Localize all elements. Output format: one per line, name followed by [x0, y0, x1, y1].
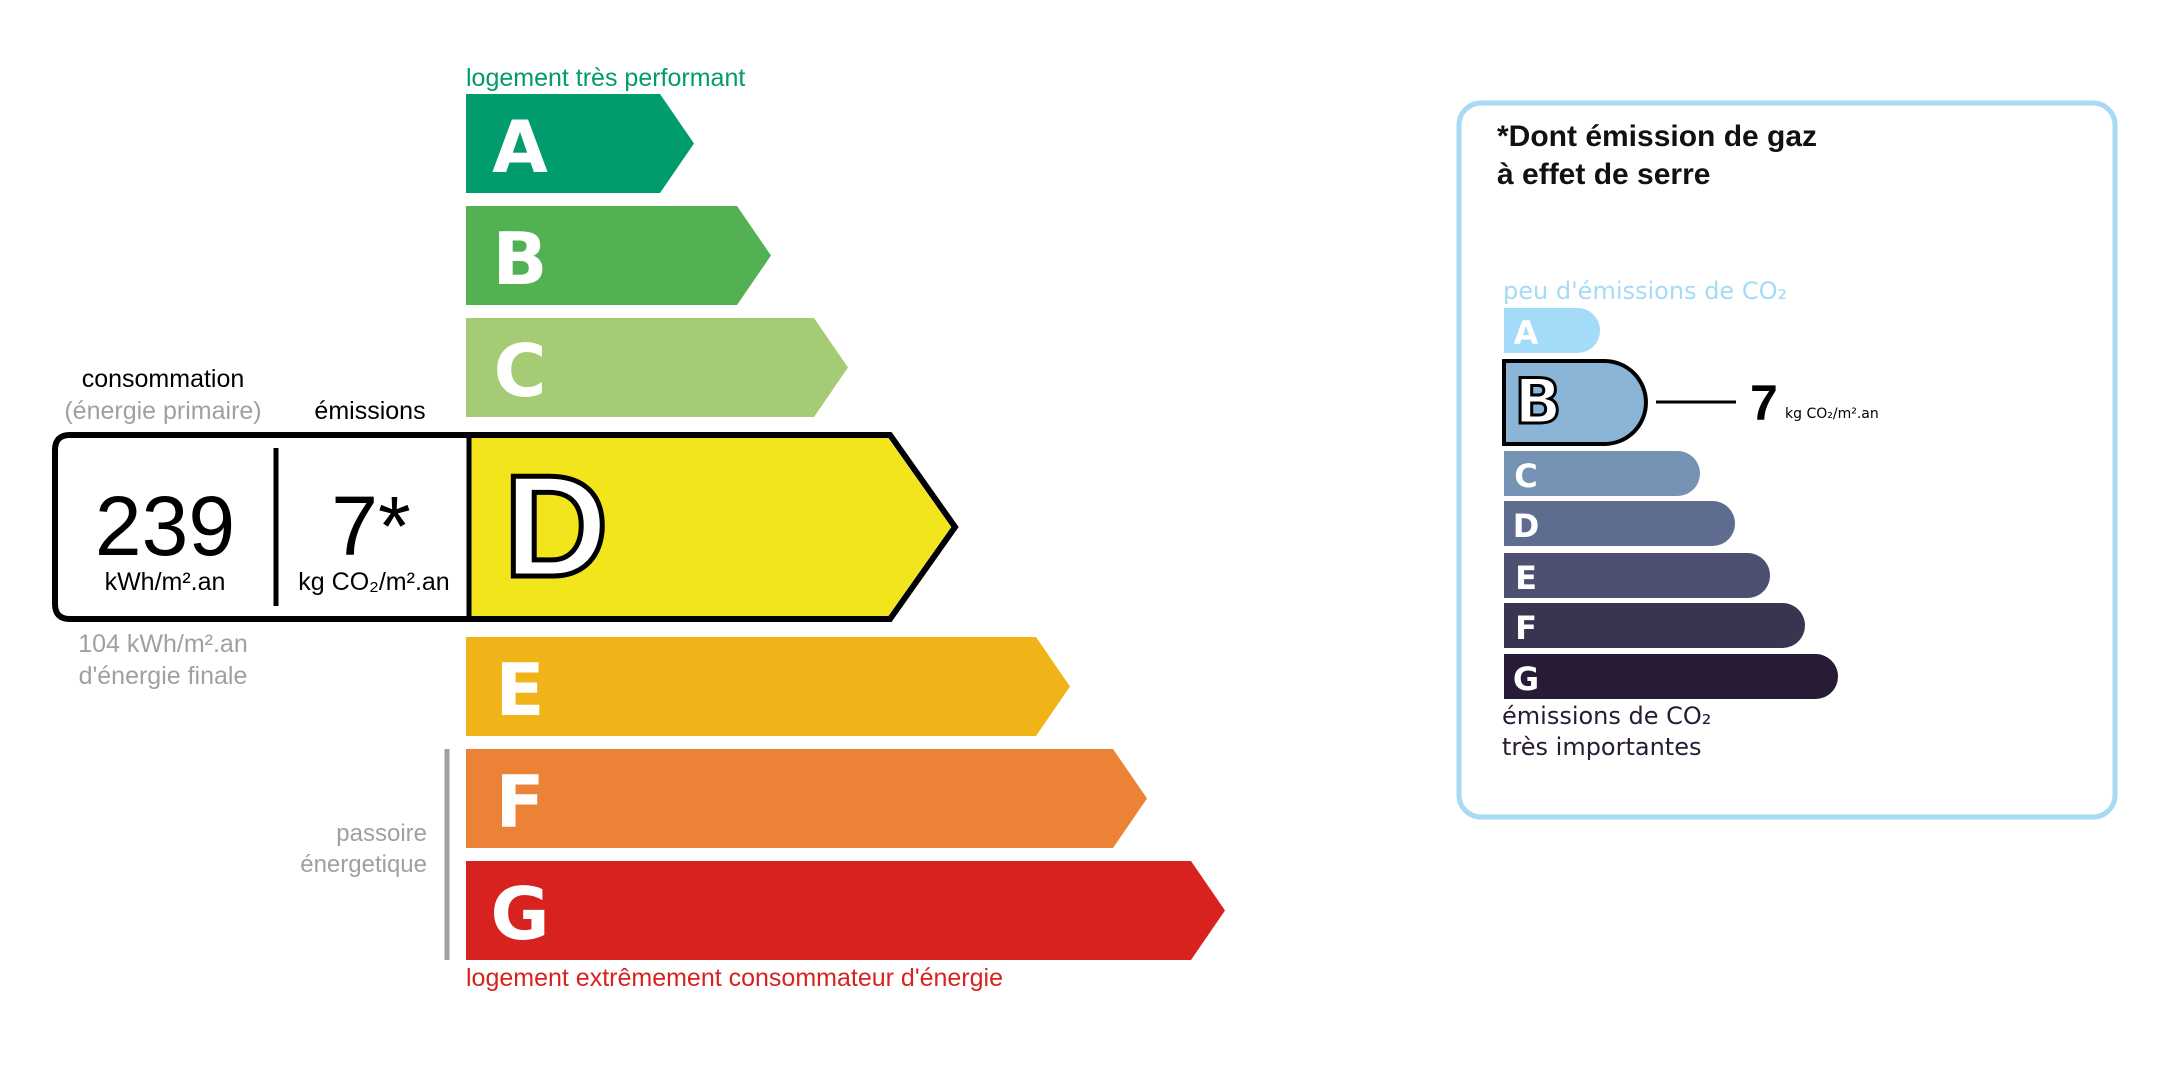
energy-class-bar-A [466, 94, 694, 193]
ges-class-letter-D: D [1513, 507, 1540, 545]
ges-class-bar-F [1504, 603, 1805, 648]
ges-value: 7 [1750, 375, 1778, 431]
ges-class-letter-A: A [1514, 314, 1539, 352]
passoire-label-1: passoire [336, 820, 427, 847]
ges-class-bar-D [1504, 501, 1736, 546]
passoire-label-2: énergetique [300, 851, 427, 878]
energy-class-letter-F: F [495, 760, 544, 844]
energy-top-label: logement très performant [466, 64, 745, 92]
final-energy-label: d'énergie finale [79, 662, 248, 690]
consumption-sublabel: (énergie primaire) [64, 397, 261, 425]
consumption-unit: kWh/m².an [105, 568, 226, 596]
energy-class-letter-A: A [492, 105, 548, 189]
energy-class-letter-B: B [493, 217, 548, 301]
consumption-value: 239 [95, 479, 235, 573]
ges-unit: kg CO₂/m².an [1785, 406, 1879, 422]
emissions-value: 7* [331, 479, 410, 573]
ges-class-letter-E: E [1515, 559, 1537, 597]
energy-scale: ABC EFG [466, 94, 1225, 960]
emissions-unit: kg CO₂/m².an [298, 568, 449, 596]
current-energy-letter: D [504, 445, 609, 607]
ges-class-letter-B: B [1514, 365, 1561, 438]
ges-class-letter-F: F [1515, 609, 1537, 647]
energy-class-letter-C: C [494, 329, 547, 413]
energy-class-letter-E: E [495, 648, 544, 732]
energy-class-bar-B [466, 206, 771, 305]
emissions-label: émissions [314, 397, 425, 425]
energy-class-bar-G [466, 861, 1225, 960]
ges-class-letter-G: G [1513, 660, 1539, 698]
ges-class-bar-G [1504, 654, 1838, 699]
energy-class-letter-G: G [490, 872, 549, 956]
ges-title-2: à effet de serre [1497, 158, 1710, 191]
ges-bottom-label-1: émissions de CO₂ [1502, 702, 1711, 730]
ges-top-label: peu d'émissions de CO₂ [1503, 277, 1787, 305]
ges-class-letter-C: C [1514, 457, 1537, 495]
ges-class-bar-A [1504, 308, 1601, 353]
energy-class-bar-C [466, 318, 848, 417]
ges-class-bar-B [1502, 359, 1648, 446]
final-energy-value: 104 kWh/m².an [78, 630, 248, 658]
ges-class-bar-E [1504, 553, 1771, 598]
ges-class-bar-C [1504, 451, 1700, 496]
ges-title-1: *Dont émission de gaz [1497, 120, 1817, 153]
energy-bottom-label: logement extrêmement consommateur d'éner… [466, 964, 1003, 992]
energy-class-bar-F [466, 749, 1147, 848]
ges-bottom-label-2: très importantes [1502, 733, 1702, 761]
consumption-label: consommation [82, 365, 245, 393]
current-energy-arrow [470, 438, 951, 616]
energy-class-bar-E [466, 637, 1070, 736]
